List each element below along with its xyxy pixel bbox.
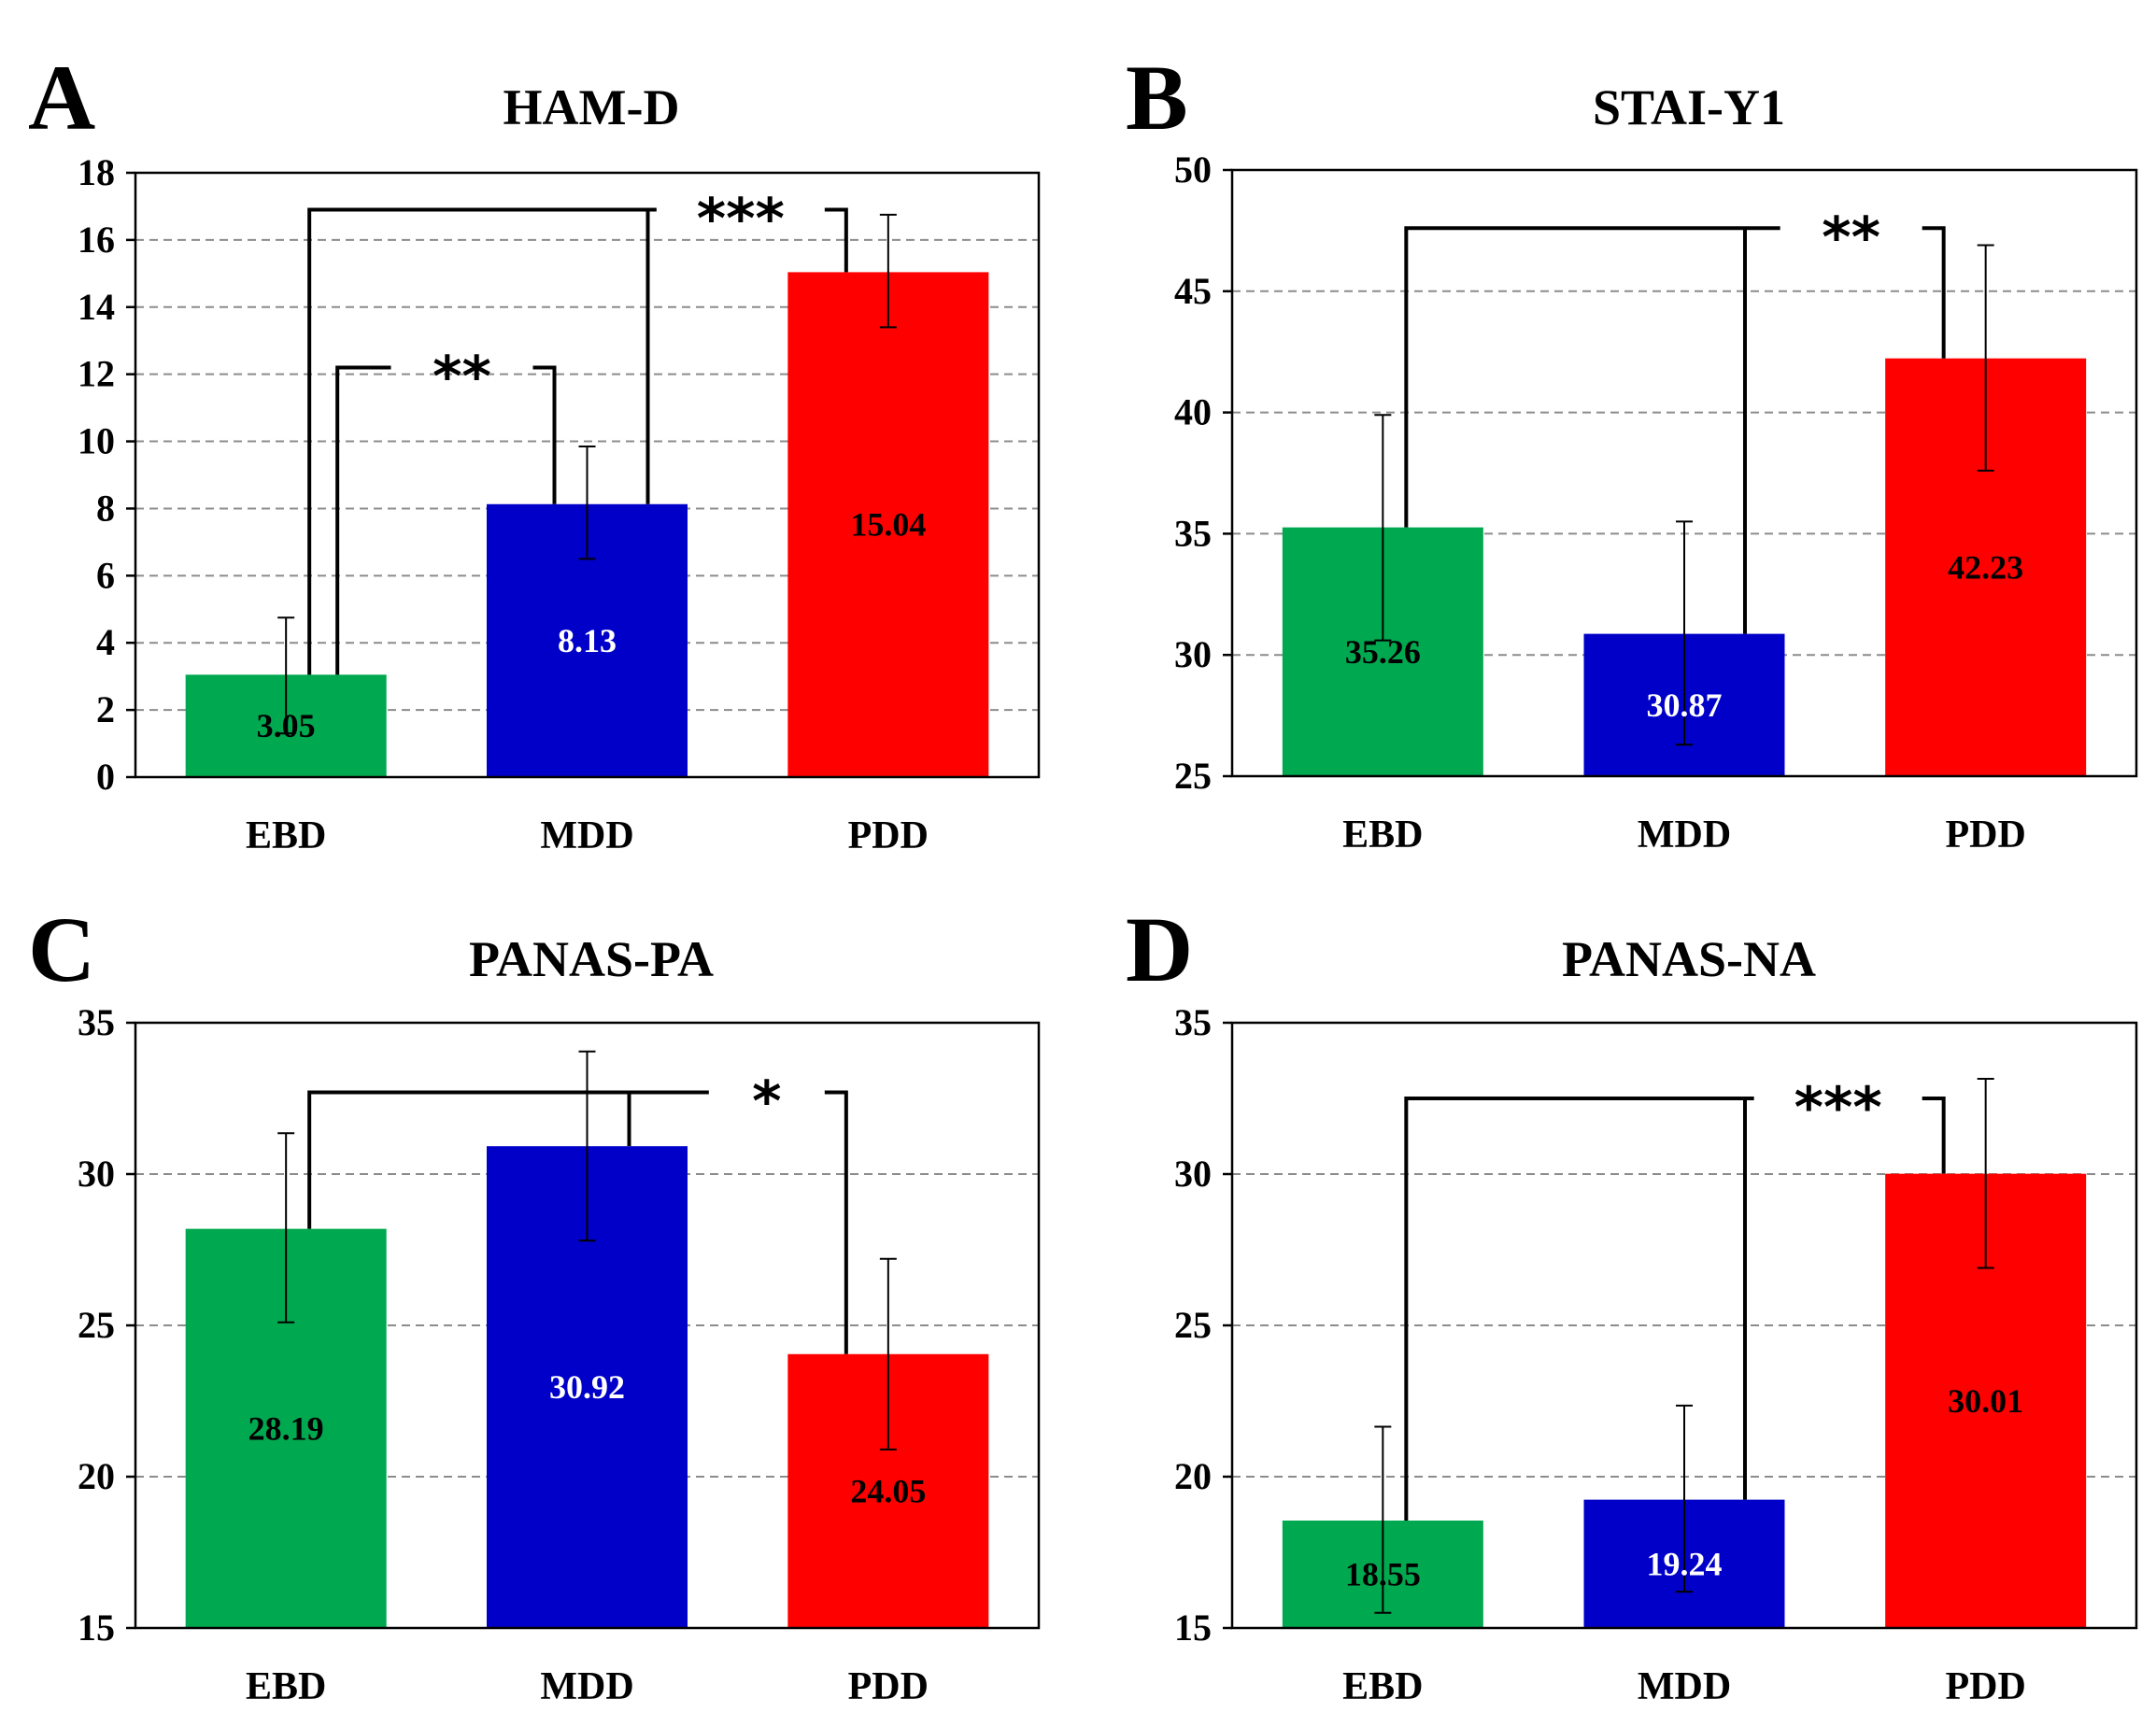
y-tick-label: 35 xyxy=(1174,1001,1212,1043)
y-tick-label: 12 xyxy=(78,353,115,395)
significance-brackets: ** xyxy=(1404,205,1946,634)
y-tick-label: 14 xyxy=(78,286,115,328)
x-tick-label-ebd: EBD xyxy=(246,814,326,857)
y-axis: 15 20 25 30 35 xyxy=(1174,1001,1232,1649)
value-label-mdd: 30.87 xyxy=(1647,687,1723,724)
chart-title: PANAS-NA xyxy=(1562,931,1816,987)
significance-label: ** xyxy=(433,344,491,409)
bar-pdd xyxy=(787,272,989,777)
value-label-pdd: 30.01 xyxy=(1948,1382,2023,1420)
value-labels: 3.05 8.13 15.04 xyxy=(257,506,927,744)
plot-frame xyxy=(134,171,1041,779)
y-tick-label: 16 xyxy=(78,219,115,261)
value-label-pdd: 15.04 xyxy=(850,506,926,544)
significance-bracket xyxy=(335,365,557,675)
value-label-mdd: 19.24 xyxy=(1647,1545,1723,1582)
value-label-ebd: 28.19 xyxy=(248,1409,324,1447)
y-tick-label: 6 xyxy=(96,554,115,596)
value-label-ebd: 35.26 xyxy=(1345,633,1421,671)
error-bars xyxy=(1374,1077,1994,1614)
panel-letter: D xyxy=(1126,898,1193,1001)
y-tick-label: 35 xyxy=(1174,512,1212,554)
y-axis: 15 20 25 30 35 xyxy=(78,1001,135,1649)
panel-letter: C xyxy=(28,898,95,1001)
y-tick-label: 25 xyxy=(1174,1304,1212,1346)
y-axis: 25 30 35 40 45 50 xyxy=(1174,149,1232,797)
value-label-mdd: 8.13 xyxy=(558,622,617,659)
value-label-mdd: 30.92 xyxy=(549,1368,625,1406)
significance-label: ** xyxy=(1822,205,1880,270)
significance-brackets: *** xyxy=(1404,1075,1946,1521)
y-tick-label: 35 xyxy=(78,1001,115,1043)
x-tick-label-ebd: EBD xyxy=(1342,1665,1423,1708)
y-axis: 0 2 4 6 8 10 12 14 16 18 xyxy=(78,151,135,798)
significance-label: *** xyxy=(697,187,785,252)
panel-letter: A xyxy=(28,46,95,149)
x-tick-label-pdd: PDD xyxy=(1946,814,2026,856)
chart-title: STAI-Y1 xyxy=(1593,79,1785,135)
significance-label: *** xyxy=(1794,1075,1882,1140)
significance-brackets: ***** xyxy=(307,187,848,675)
error-bars xyxy=(277,1050,897,1451)
chart-title: HAM-D xyxy=(504,79,680,135)
x-tick-label-ebd: EBD xyxy=(1342,814,1423,856)
y-tick-label: 25 xyxy=(78,1304,115,1346)
x-axis: EBD MDD PDD xyxy=(1342,1665,2026,1708)
x-tick-label-pdd: PDD xyxy=(848,814,929,857)
y-tick-label: 30 xyxy=(1174,1153,1212,1195)
significance-bracket xyxy=(1404,1097,1946,1521)
x-tick-label-pdd: PDD xyxy=(1946,1665,2026,1708)
y-tick-label: 10 xyxy=(78,420,115,462)
value-label-ebd: 18.55 xyxy=(1345,1555,1421,1593)
value-labels: 18.55 19.24 30.01 xyxy=(1345,1382,2023,1593)
x-axis: EBD MDD PDD xyxy=(1342,814,2026,856)
chart-title: PANAS-PA xyxy=(469,931,714,987)
y-tick-label: 15 xyxy=(1174,1607,1212,1649)
value-labels: 28.19 30.92 24.05 xyxy=(248,1368,927,1509)
significance-bracket xyxy=(307,1090,848,1354)
y-tick-label: 15 xyxy=(78,1607,115,1649)
value-labels: 35.26 30.87 42.23 xyxy=(1345,548,2023,723)
x-tick-label-mdd: MDD xyxy=(1638,1665,1731,1708)
y-tick-label: 30 xyxy=(1174,633,1212,675)
bars xyxy=(185,1146,989,1628)
significance-bracket xyxy=(307,207,848,675)
y-tick-label: 8 xyxy=(96,487,115,529)
panel-c: C PANAS-PA * 28.19 30.92 24.05 15 20 25 … xyxy=(28,898,1041,1708)
y-tick-label: 30 xyxy=(78,1153,115,1195)
error-bars xyxy=(1374,244,1994,746)
x-tick-label-mdd: MDD xyxy=(540,814,633,857)
y-tick-label: 45 xyxy=(1174,270,1212,312)
y-tick-label: 40 xyxy=(1174,391,1212,433)
x-axis: EBD MDD PDD xyxy=(246,1665,929,1708)
y-tick-label: 2 xyxy=(96,688,115,730)
x-tick-label-mdd: MDD xyxy=(1638,814,1731,856)
x-tick-label-pdd: PDD xyxy=(848,1665,929,1708)
plot-frame xyxy=(1230,168,2138,778)
y-tick-label: 20 xyxy=(1174,1455,1212,1497)
y-tick-label: 25 xyxy=(1174,755,1212,797)
error-bars xyxy=(277,213,897,735)
panel-d: D PANAS-NA *** 18.55 19.24 30.01 15 20 2… xyxy=(1126,898,2138,1708)
value-label-pdd: 24.05 xyxy=(850,1472,926,1509)
value-label-pdd: 42.23 xyxy=(1948,548,2023,586)
y-tick-label: 4 xyxy=(96,621,115,663)
significance-bracket xyxy=(1404,226,1946,528)
panel-letter: B xyxy=(1126,46,1188,149)
bars xyxy=(185,272,989,777)
y-tick-label: 50 xyxy=(1174,149,1212,191)
y-tick-label: 20 xyxy=(78,1455,115,1497)
x-tick-label-mdd: MDD xyxy=(540,1665,633,1708)
x-axis: EBD MDD PDD xyxy=(246,814,929,857)
x-tick-label-ebd: EBD xyxy=(246,1665,326,1708)
panel-b: B STAI-Y1 ** 35.26 30.87 42.23 25 30 35 … xyxy=(1126,46,2138,856)
significance-brackets: * xyxy=(307,1069,848,1354)
y-tick-label: 0 xyxy=(96,756,115,798)
significance-label: * xyxy=(752,1069,781,1135)
y-tick-label: 18 xyxy=(78,151,115,193)
panel-a: A HAM-D ***** 3.05 8.13 15.04 0 2 4 6 8 … xyxy=(28,46,1041,857)
value-label-ebd: 3.05 xyxy=(257,707,316,744)
